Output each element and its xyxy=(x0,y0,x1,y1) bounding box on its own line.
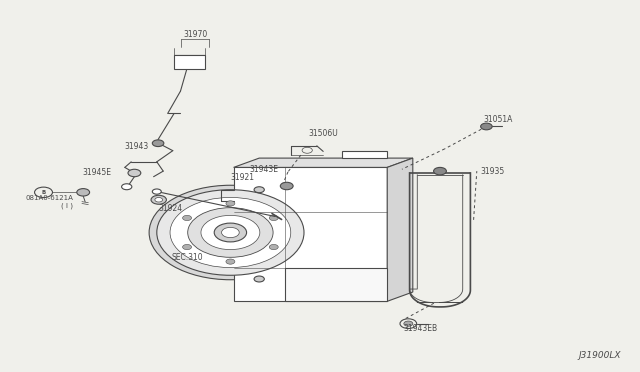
Circle shape xyxy=(254,187,264,193)
Text: 31935: 31935 xyxy=(480,167,504,176)
Text: 31051A: 31051A xyxy=(483,115,513,124)
Circle shape xyxy=(302,147,312,153)
Circle shape xyxy=(201,215,260,250)
Text: 081A0-6121A: 081A0-6121A xyxy=(26,195,74,201)
Circle shape xyxy=(404,321,413,326)
Text: 31924: 31924 xyxy=(159,204,183,213)
Circle shape xyxy=(188,208,273,257)
Circle shape xyxy=(35,187,52,198)
Circle shape xyxy=(400,319,417,328)
Circle shape xyxy=(77,189,90,196)
Circle shape xyxy=(182,244,191,250)
Polygon shape xyxy=(234,158,413,167)
Text: 31506U: 31506U xyxy=(308,129,338,138)
Text: ( I ): ( I ) xyxy=(61,202,73,209)
Circle shape xyxy=(151,195,166,204)
Text: 31943: 31943 xyxy=(125,142,149,151)
Circle shape xyxy=(269,215,278,221)
Circle shape xyxy=(254,276,264,282)
Circle shape xyxy=(152,189,161,194)
Text: SEC.310: SEC.310 xyxy=(172,253,203,262)
Circle shape xyxy=(170,198,291,267)
Circle shape xyxy=(269,244,278,250)
Circle shape xyxy=(128,169,141,177)
Bar xyxy=(285,268,387,301)
Text: 31945E: 31945E xyxy=(82,169,111,177)
Text: 31921: 31921 xyxy=(230,173,254,182)
Circle shape xyxy=(182,215,191,221)
Text: J31900LX: J31900LX xyxy=(579,351,621,360)
Circle shape xyxy=(157,190,304,275)
Circle shape xyxy=(149,185,312,280)
Circle shape xyxy=(155,198,163,202)
Text: B: B xyxy=(42,190,45,195)
FancyBboxPatch shape xyxy=(234,167,387,301)
Circle shape xyxy=(152,140,164,147)
Circle shape xyxy=(280,182,293,190)
Circle shape xyxy=(214,223,246,242)
Circle shape xyxy=(226,259,235,264)
Text: 31943E: 31943E xyxy=(250,165,278,174)
Text: 31970: 31970 xyxy=(183,30,207,39)
Circle shape xyxy=(221,227,239,238)
Circle shape xyxy=(434,167,447,175)
Polygon shape xyxy=(342,151,387,158)
Bar xyxy=(174,55,205,69)
Circle shape xyxy=(481,123,492,130)
Polygon shape xyxy=(387,158,413,301)
Circle shape xyxy=(226,201,235,206)
Circle shape xyxy=(122,184,132,190)
Text: 31943EB: 31943EB xyxy=(403,324,437,333)
